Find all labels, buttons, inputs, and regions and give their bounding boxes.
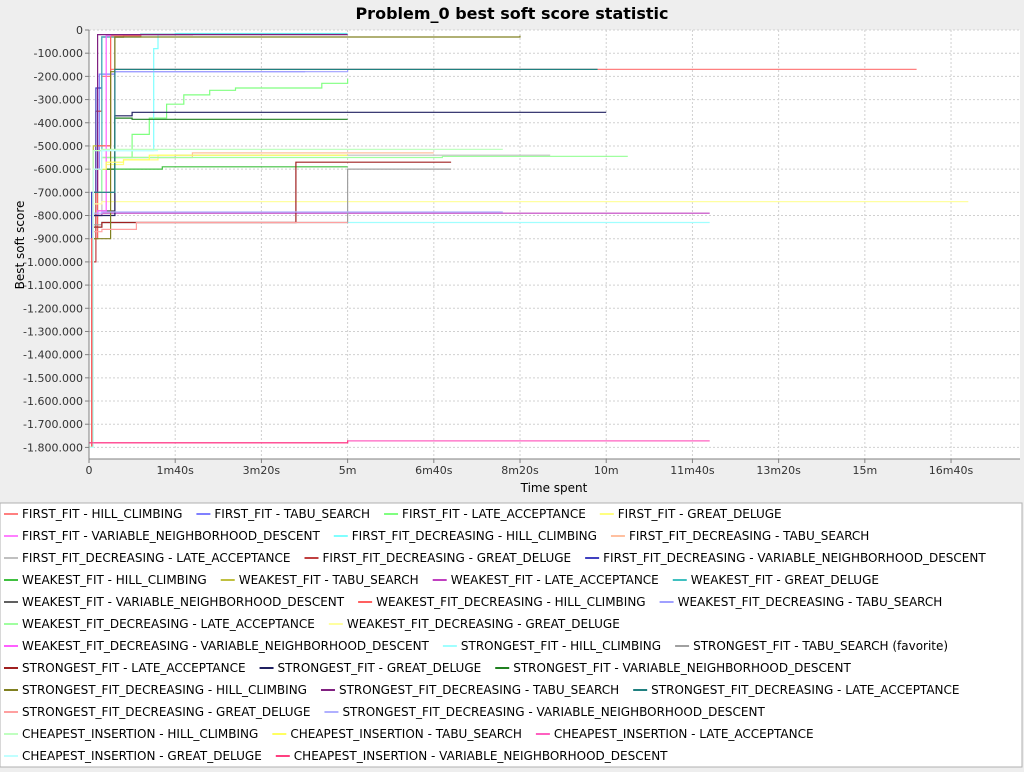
legend-label: FIRST_FIT - TABU_SEARCH: [214, 507, 370, 521]
y-tick-label: -500.000: [34, 140, 83, 153]
x-ticks: 0 1m40s 3m20s 5m 6m40s 8m20s 10m 11m40s 13m20s 15…: [86, 459, 974, 477]
legend-label: WEAKEST_FIT - HILL_CLIMBING: [22, 573, 207, 587]
legend-label: CHEAPEST_INSERTION - HILL_CLIMBING: [22, 727, 258, 741]
y-tick-label: -1.000.000: [23, 256, 83, 269]
chart-title: Problem_0 best soft score statistic: [355, 4, 668, 23]
legend-label: CHEAPEST_INSERTION - TABU_SEARCH: [290, 727, 522, 741]
x-tick-label: 0: [86, 464, 93, 477]
legend-label: STRONGEST_FIT_DECREASING - GREAT_DELUGE: [22, 705, 310, 719]
x-tick-label: 10m: [594, 464, 619, 477]
y-tick-label: -900.000: [34, 233, 83, 246]
legend-label: FIRST_FIT - HILL_CLIMBING: [22, 507, 182, 521]
plot-area: [89, 30, 1020, 459]
legend-label: STRONGEST_FIT_DECREASING - VARIABLE_NEIG…: [342, 705, 765, 719]
legend-box: [0, 502, 1023, 768]
grid-lines: [88, 29, 1020, 459]
x-tick-label: 3m20s: [243, 464, 281, 477]
y-tick-label: -700.000: [34, 186, 83, 199]
series-layer: [89, 32, 969, 448]
y-tick-label: -1.400.000: [23, 349, 83, 362]
y-tick-label: 0: [76, 24, 83, 37]
legend-label: STRONGEST_FIT - TABU_SEARCH (favorite): [693, 639, 948, 653]
y-tick-label: -1.500.000: [23, 372, 83, 385]
legend-label: CHEAPEST_INSERTION - VARIABLE_NEIGHBORHO…: [294, 749, 668, 763]
legend-label: WEAKEST_FIT_DECREASING - LATE_ACCEPTANCE: [22, 617, 315, 631]
y-tick-label: -400.000: [34, 117, 83, 130]
legend-label: CHEAPEST_INSERTION - LATE_ACCEPTANCE: [554, 727, 814, 741]
x-tick-label: 16m40s: [929, 464, 974, 477]
legend-label: WEAKEST_FIT_DECREASING - GREAT_DELUGE: [347, 617, 620, 631]
legend-label: WEAKEST_FIT - GREAT_DELUGE: [691, 573, 879, 587]
y-tick-label: -200.000: [34, 70, 83, 83]
legend-label: FIRST_FIT - VARIABLE_NEIGHBORHOOD_DESCEN…: [22, 529, 320, 543]
x-tick-label: 6m40s: [415, 464, 453, 477]
y-tick-label: -300.000: [34, 94, 83, 107]
legend-label: FIRST_FIT_DECREASING - VARIABLE_NEIGHBOR…: [603, 551, 986, 565]
legend-label: FIRST_FIT - LATE_ACCEPTANCE: [402, 507, 586, 521]
x-axis-label: Time spent: [520, 481, 588, 495]
y-tick-label: -1.100.000: [23, 279, 83, 292]
y-tick-label: -600.000: [34, 163, 83, 176]
x-tick-label: 1m40s: [156, 464, 194, 477]
legend: FIRST_FIT - HILL_CLIMBING FIRST_FIT - TAB…: [4, 507, 986, 763]
x-tick-label: 5m: [339, 464, 357, 477]
legend-label: STRONGEST_FIT - LATE_ACCEPTANCE: [22, 661, 246, 675]
legend-label: FIRST_FIT_DECREASING - HILL_CLIMBING: [352, 529, 597, 543]
y-tick-label: -1.300.000: [23, 325, 83, 338]
legend-label: STRONGEST_FIT - VARIABLE_NEIGHBORHOOD_DE…: [513, 661, 851, 675]
y-tick-label: -1.800.000: [23, 441, 83, 454]
y-axis-label: Best soft score: [13, 201, 27, 290]
legend-label: WEAKEST_FIT - LATE_ACCEPTANCE: [451, 573, 659, 587]
y-tick-label: -1.700.000: [23, 418, 83, 431]
legend-label: STRONGEST_FIT - HILL_CLIMBING: [461, 639, 661, 653]
x-tick-label: 15m: [852, 464, 877, 477]
legend-label: STRONGEST_FIT_DECREASING - LATE_ACCEPTAN…: [651, 683, 959, 697]
y-tick-label: -1.200.000: [23, 302, 83, 315]
x-tick-label: 8m20s: [501, 464, 539, 477]
legend-label: STRONGEST_FIT_DECREASING - HILL_CLIMBING: [22, 683, 307, 697]
legend-label: FIRST_FIT_DECREASING - LATE_ACCEPTANCE: [22, 551, 291, 565]
legend-label: WEAKEST_FIT_DECREASING - HILL_CLIMBING: [376, 595, 645, 609]
y-ticks: 0 -100.000 -200.000 -300.000 -400.000 -500.00…: [23, 24, 89, 454]
legend-label: WEAKEST_FIT - VARIABLE_NEIGHBORHOOD_DESC…: [22, 595, 345, 609]
legend-label: FIRST_FIT_DECREASING - GREAT_DELUGE: [323, 551, 572, 565]
x-tick-label: 11m40s: [670, 464, 715, 477]
legend-label: FIRST_FIT_DECREASING - TABU_SEARCH: [629, 529, 869, 543]
y-tick-label: -1.600.000: [23, 395, 83, 408]
series-line: [89, 150, 158, 448]
legend-label: STRONGEST_FIT_DECREASING - TABU_SEARCH: [339, 683, 619, 697]
legend-label: WEAKEST_FIT_DECREASING - TABU_SEARCH: [678, 595, 943, 609]
y-tick-label: -100.000: [34, 47, 83, 60]
y-tick-label: -800.000: [34, 210, 83, 223]
legend-label: FIRST_FIT - GREAT_DELUGE: [618, 507, 782, 521]
legend-label: WEAKEST_FIT - TABU_SEARCH: [239, 573, 419, 587]
legend-label: WEAKEST_FIT_DECREASING - VARIABLE_NEIGHB…: [22, 639, 430, 653]
x-tick-label: 13m20s: [756, 464, 801, 477]
legend-label: STRONGEST_FIT - GREAT_DELUGE: [278, 661, 482, 675]
legend-label: CHEAPEST_INSERTION - GREAT_DELUGE: [22, 749, 262, 763]
series-line: [89, 440, 349, 444]
